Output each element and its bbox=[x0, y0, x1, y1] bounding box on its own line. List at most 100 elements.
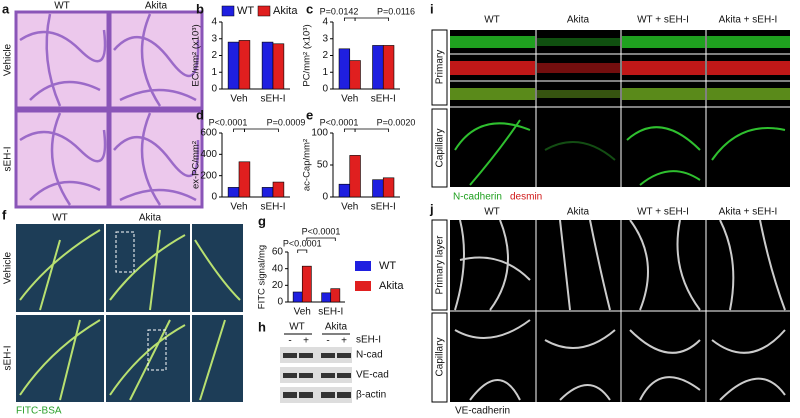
legend-swatch bbox=[257, 5, 271, 17]
bar bbox=[382, 45, 395, 90]
bar bbox=[261, 187, 274, 198]
annotation: P<0.0001 bbox=[320, 117, 359, 127]
fluorescence-images bbox=[450, 30, 790, 187]
group-label: WT bbox=[289, 322, 305, 333]
y-tick-label: 0 bbox=[277, 297, 283, 308]
group-label: Akita bbox=[325, 322, 348, 333]
annotation: P=0.0116 bbox=[377, 6, 415, 16]
bar bbox=[349, 60, 361, 90]
significance-bracket bbox=[306, 237, 336, 241]
y-tick-label: 50 bbox=[317, 160, 329, 171]
sign: + bbox=[341, 336, 347, 347]
bar bbox=[292, 291, 303, 303]
annotation: P=0.0142 bbox=[320, 6, 359, 16]
row-label: Vehicle bbox=[3, 251, 14, 284]
row-box bbox=[431, 219, 448, 311]
y-tick-label: 600 bbox=[200, 128, 217, 139]
x-tick-label: sEH-I bbox=[261, 202, 286, 213]
significance-bracket bbox=[297, 249, 308, 253]
legend-label: WT bbox=[237, 5, 254, 17]
zoom-box bbox=[115, 231, 135, 273]
x-tick-label: Veh bbox=[230, 202, 247, 213]
bar bbox=[238, 161, 251, 198]
blot bbox=[280, 347, 352, 403]
y-axis-label: FITC signal/mg bbox=[257, 245, 268, 309]
y-tick-label: 3 bbox=[322, 33, 328, 44]
column-label: WT + sEH-I bbox=[637, 207, 689, 218]
row-box bbox=[431, 312, 448, 403]
panel-label: b bbox=[196, 1, 204, 16]
column-label: WT bbox=[484, 15, 500, 26]
bar bbox=[321, 292, 332, 303]
x-tick-label: sEH-I bbox=[318, 307, 343, 318]
y-tick-label: 1 bbox=[322, 67, 328, 78]
panel-label: j bbox=[429, 201, 434, 216]
annotation: P<0.0001 bbox=[283, 238, 322, 248]
row-label: sEH-I bbox=[3, 346, 14, 371]
significance-bracket bbox=[233, 128, 245, 132]
panel-label: c bbox=[306, 1, 313, 16]
x-tick-label: Veh bbox=[294, 307, 311, 318]
vessel-texture bbox=[19, 229, 241, 401]
significance-bracket bbox=[354, 128, 390, 132]
caption: FITC-BSA bbox=[16, 406, 62, 417]
y-tick-label: 0 bbox=[322, 192, 328, 203]
annotation: P=0.0009 bbox=[267, 117, 306, 127]
bar bbox=[338, 48, 351, 90]
y-tick-label: 20 bbox=[272, 280, 284, 291]
panel-label: i bbox=[430, 1, 434, 16]
column-label: Akita + sEH-I bbox=[719, 207, 778, 218]
bar bbox=[338, 183, 351, 198]
histology-images bbox=[14, 10, 204, 209]
treatment-label: sEH-I bbox=[356, 335, 381, 346]
y-axis-label: PC/mm² (x10³) bbox=[302, 24, 313, 86]
column-label: Akita bbox=[567, 207, 590, 218]
stain-label: VE-cadherin bbox=[455, 406, 510, 417]
bar bbox=[227, 41, 240, 90]
sign: - bbox=[288, 336, 291, 347]
bar bbox=[272, 43, 285, 90]
sign: - bbox=[326, 336, 329, 347]
panel-label: e bbox=[306, 107, 313, 122]
row-label: Capillary bbox=[435, 129, 446, 168]
x-tick-label: sEH-I bbox=[261, 94, 286, 105]
legend-swatch bbox=[355, 281, 371, 291]
bar bbox=[301, 265, 312, 303]
bar bbox=[261, 41, 274, 90]
band-label: N-cad bbox=[356, 350, 383, 361]
panel-label: a bbox=[2, 1, 10, 16]
panel-label: h bbox=[258, 319, 266, 334]
column-label: WT bbox=[484, 207, 500, 218]
x-tick-label: Veh bbox=[230, 94, 247, 105]
y-tick-label: 100 bbox=[311, 128, 328, 139]
zoom-box bbox=[147, 329, 167, 371]
bar bbox=[372, 179, 384, 198]
y-axis-label: ac-Cap/mm² bbox=[302, 139, 313, 191]
fluorescence-images bbox=[16, 224, 243, 402]
panel-label: g bbox=[258, 213, 266, 228]
stain-label: N-cadherin bbox=[453, 192, 502, 203]
x-tick-label: sEH-I bbox=[371, 94, 396, 105]
band-label: β-actin bbox=[356, 390, 386, 401]
legend-label: WT bbox=[379, 260, 396, 272]
y-tick-label: 2 bbox=[322, 50, 328, 61]
y-tick-label: 400 bbox=[200, 149, 217, 160]
row-box bbox=[431, 29, 448, 106]
bar bbox=[372, 45, 384, 90]
y-tick-label: 60 bbox=[272, 247, 284, 258]
column-label: WT bbox=[54, 1, 70, 12]
y-axis-label: EC/mm² (x10³) bbox=[191, 24, 202, 86]
x-tick-label: Veh bbox=[341, 94, 358, 105]
bar bbox=[238, 40, 251, 90]
panel-label: f bbox=[2, 207, 7, 222]
row-label: Vehicle bbox=[3, 43, 14, 76]
legend-label: Akita bbox=[379, 280, 404, 292]
row-label: Primary bbox=[435, 50, 446, 84]
bar bbox=[382, 177, 395, 198]
significance-bracket bbox=[354, 17, 390, 21]
column-label: Akita + sEH-I bbox=[719, 15, 778, 26]
annotation: P<0.0001 bbox=[302, 226, 341, 236]
row-label: sEH-I bbox=[3, 147, 14, 172]
significance-bracket bbox=[244, 128, 279, 132]
row-box bbox=[431, 108, 448, 188]
